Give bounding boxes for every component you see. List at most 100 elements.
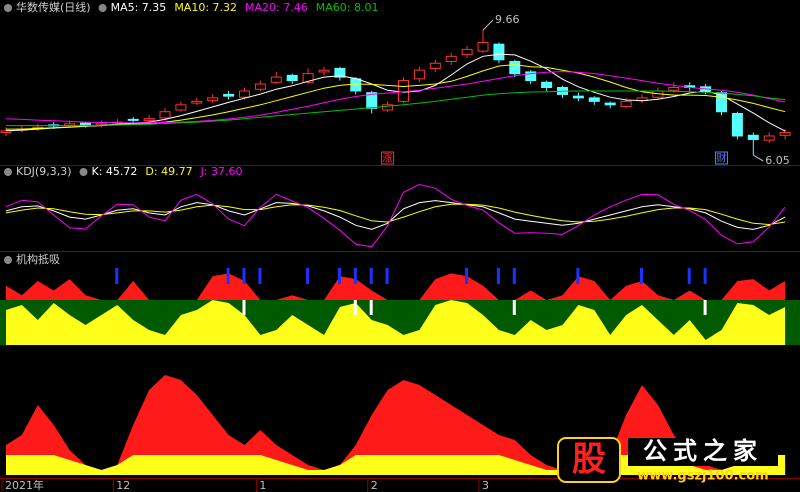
panel-title: 华数传媒(日线) [16,0,91,14]
x-tick-label: 2 [371,479,378,492]
legend-entry: MA20: 7.46 [245,1,308,14]
signal-bar [640,268,643,284]
candle-body [477,41,489,52]
signal-bar [115,268,119,284]
annotation-label: 6.05 [765,154,790,167]
candle-body [143,118,155,121]
series-line [5,183,786,248]
signal-bar [306,268,310,284]
signal-bar [353,300,357,315]
candle-body [763,135,775,141]
candle-body [334,67,346,78]
candle-body [572,95,584,99]
header-icon [79,168,88,176]
signal-bar [512,300,516,315]
series-line [6,90,786,127]
series-line [5,71,786,124]
candle-body [366,92,378,109]
legend-entry: D: 49.77 [145,165,192,178]
candle-body [525,71,537,82]
candle-body [731,112,743,137]
marker-box [715,151,728,165]
signal-bar [337,268,341,284]
candle-body [159,111,171,119]
legend-entry: MA10: 7.32 [174,1,237,14]
signal-bar [242,268,246,284]
candle-body [493,43,505,61]
area [6,375,786,475]
signal-bar [385,268,389,284]
x-tick-label: 2021年 [5,478,44,492]
header-icon [4,256,12,264]
panel-title: 机构抵吸 [16,252,60,266]
legend-entry: MA60: 8.01 [316,1,379,14]
candle-body [413,69,425,80]
x-tick-label: 1 [259,479,266,492]
candle-body [175,104,187,111]
watermark-url: www.gszj100.com [637,469,768,484]
annotation-pointer [482,19,494,31]
series-line [5,203,786,226]
candle-body [668,87,680,91]
candle-body [509,61,521,75]
area [6,273,786,300]
signal-bar [465,268,469,284]
candle-body [302,73,314,83]
panel-title: KDJ(9,3,3) [16,165,72,178]
candle-body [779,132,791,136]
signal-bar [258,268,262,284]
annotation-pointer [753,154,764,162]
candle-body [461,48,473,56]
watermark-logo: 股 [572,440,606,480]
watermark-box [628,438,778,466]
signal-bar [687,268,691,284]
logo-frame [557,437,621,483]
series-line [5,200,786,230]
candle-body [254,83,266,90]
header-icon [4,168,12,176]
signal-bar [369,300,373,315]
legend-entry: K: 45.72 [92,165,138,178]
candle-body [382,104,394,111]
candle-body [223,93,235,97]
candle-body [270,76,282,83]
candle-body [445,55,457,63]
signal-bar [353,268,357,284]
candle-body [541,81,553,88]
panel-borders [0,165,800,479]
signal-bar [512,268,516,284]
x-tick-label: 3 [482,479,489,492]
signal-bar [242,300,246,315]
signal-bar [226,268,230,284]
candle-body [207,97,219,102]
candle-body [588,97,600,102]
candle-body [127,118,139,121]
x-tick-label: 12 [116,479,130,492]
candle-body [318,69,330,73]
marker-label: 财 [717,152,727,165]
annotation-label: 9.66 [495,13,520,26]
candle-body [286,74,298,82]
signal-bar [703,268,707,284]
watermark: 股 公式之家 www.gszj100.com [557,437,778,484]
marker-label: 涨 [383,153,393,165]
watermark-name: 公式之家 [643,437,763,465]
signal-bar [369,268,373,284]
candle-body [604,102,616,106]
candle-body [239,90,250,98]
legend-entry: J: 37.60 [200,165,243,178]
candle-body [429,62,441,69]
header-icon [4,4,12,12]
candle-body [191,100,203,104]
marker-box [381,151,395,165]
signal-bar [703,300,707,315]
header-icon [98,4,107,12]
candle-body [620,100,632,108]
candle-body [350,78,362,92]
area [6,300,786,345]
legend-entry: MA5: 7.35 [111,1,167,14]
signal-bar [576,268,580,284]
signal-bar [496,268,500,284]
candle-body [747,134,759,140]
